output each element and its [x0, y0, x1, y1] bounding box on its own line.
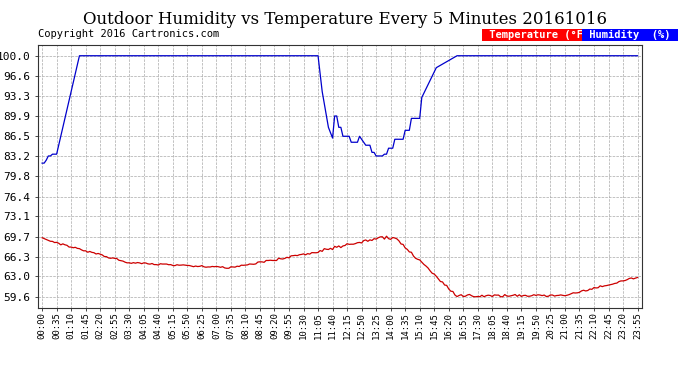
Text: Temperature (°F): Temperature (°F) [483, 30, 595, 40]
Text: Copyright 2016 Cartronics.com: Copyright 2016 Cartronics.com [38, 29, 219, 39]
Text: Humidity  (%): Humidity (%) [583, 30, 677, 40]
Text: Outdoor Humidity vs Temperature Every 5 Minutes 20161016: Outdoor Humidity vs Temperature Every 5 … [83, 11, 607, 28]
